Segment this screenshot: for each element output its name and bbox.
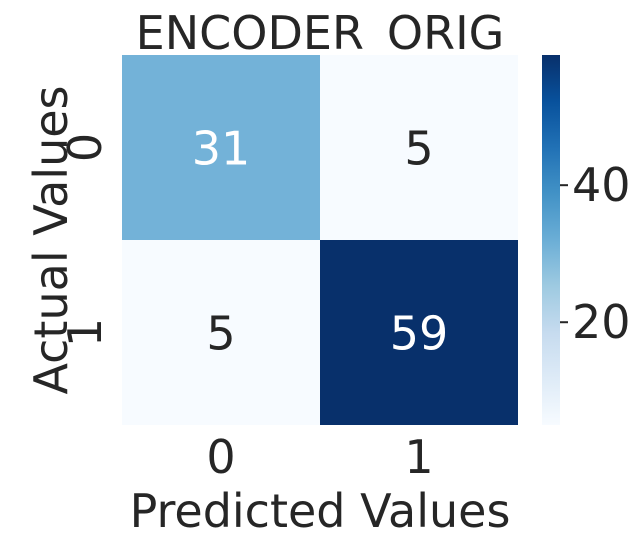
x-tick-label: 0 [206, 430, 235, 484]
y-tick-labels: 01 [58, 133, 112, 347]
cell-value-label: 5 [404, 122, 433, 176]
y-tick-label: 1 [58, 318, 112, 347]
colorbar-tick-label: 20 [572, 295, 631, 349]
colorbar [542, 55, 560, 425]
cell-value-label: 5 [206, 307, 235, 361]
heatmap-cell [122, 55, 320, 240]
y-axis-label: Actual Values [24, 85, 78, 394]
heatmap-cell [320, 240, 518, 425]
x-tick-label: 1 [404, 430, 433, 484]
chart-title: ENCODER_ORIG [136, 6, 505, 60]
heatmap-cell [320, 55, 518, 240]
y-tick-label: 0 [58, 133, 112, 162]
cell-value-label: 59 [390, 307, 449, 361]
heatmap-cell-labels: 31 5 5 59 [192, 122, 449, 361]
colorbar-tick-label: 40 [572, 158, 631, 212]
cell-value-label: 31 [192, 122, 251, 176]
x-axis-label: Predicted Values [130, 484, 511, 538]
heatmap-cells [122, 55, 518, 425]
heatmap-cell [122, 240, 320, 425]
